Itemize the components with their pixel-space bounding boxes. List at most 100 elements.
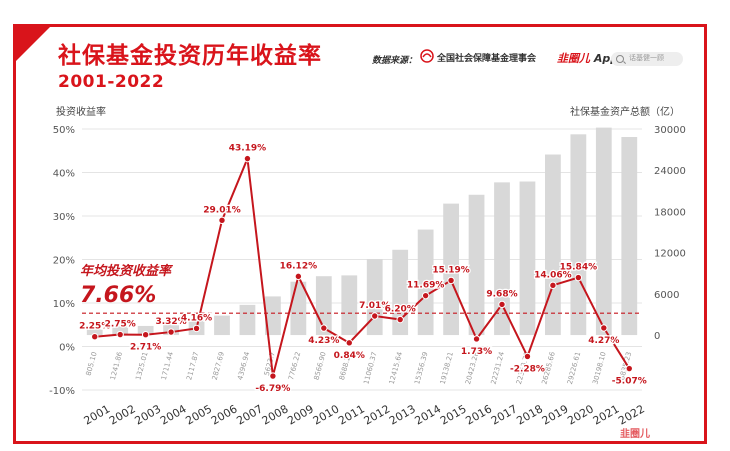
asset-bar <box>494 182 510 336</box>
asset-bar <box>595 127 612 336</box>
asset-value-label: 7766.22 <box>287 351 302 381</box>
return-point <box>421 291 430 300</box>
return-value-label: 2.25% <box>79 322 110 332</box>
return-value-label: 29.01% <box>203 205 241 215</box>
asset-bar <box>86 329 103 336</box>
return-point <box>574 273 583 282</box>
return-value-label: -2.28% <box>510 364 545 374</box>
y-right-tick-label: 24000 <box>654 166 686 177</box>
return-point <box>396 315 404 324</box>
source-org-name: 全国社会保障基金理事会 <box>437 54 537 64</box>
return-point <box>192 324 201 333</box>
asset-bar <box>468 194 485 336</box>
y-right-tick-label: 30000 <box>654 125 686 136</box>
asset-bar <box>366 259 383 336</box>
asset-value-label: 15356.39 <box>413 351 429 385</box>
y-left-axis-title: 投资收益率 <box>56 105 106 118</box>
asset-value-label: 30198.10 <box>591 351 607 385</box>
asset-value-label: 19138.21 <box>439 351 455 385</box>
asset-bar <box>265 296 281 336</box>
y-left-tick-label: 50% <box>53 125 75 136</box>
return-point <box>447 276 455 285</box>
asset-bar <box>443 203 459 336</box>
y-left-tick-label: 0% <box>59 343 75 354</box>
asset-value-label: 4396.94 <box>236 350 251 381</box>
chart-frame <box>13 24 707 444</box>
asset-bar <box>112 326 129 336</box>
y-left-tick-label: 20% <box>53 256 75 267</box>
asset-bar <box>545 154 561 336</box>
return-value-label: 9.68% <box>486 289 517 299</box>
y-right-tick-label: 18000 <box>654 207 686 218</box>
social-security-logo-icon <box>420 49 434 63</box>
corner-accent <box>16 27 50 61</box>
return-point <box>523 352 532 361</box>
asset-bar <box>570 134 587 336</box>
asset-bar <box>239 304 256 336</box>
return-point <box>116 330 124 339</box>
search-placeholder: 话基健一顾 <box>629 54 664 62</box>
return-point <box>498 300 506 309</box>
return-point <box>549 281 557 290</box>
asset-value-label: 1325.01 <box>134 351 149 381</box>
return-value-label: 14.06% <box>534 270 572 280</box>
return-value-label: 43.19% <box>229 144 267 154</box>
return-point <box>243 154 252 163</box>
return-point <box>371 312 379 320</box>
asset-bar <box>519 181 536 336</box>
y-left-tick-label: 30% <box>53 212 75 223</box>
y-left-tick-label: 10% <box>53 299 75 310</box>
average-return-value: 7.66% <box>80 283 156 308</box>
return-value-label: 4.16% <box>181 313 212 323</box>
return-point <box>269 372 277 380</box>
y-left-tick-label: -10% <box>49 386 75 397</box>
app-logo-text: 韭圈儿 <box>557 52 590 65</box>
asset-bar <box>137 325 154 336</box>
return-line <box>94 154 631 377</box>
watermark: 韭圈儿 <box>620 429 650 440</box>
source-label: 数据来源： <box>372 56 418 66</box>
asset-value-label: 2827.69 <box>211 351 226 381</box>
return-point <box>345 339 353 347</box>
return-point <box>320 324 328 332</box>
return-value-label: -6.79% <box>255 384 290 394</box>
return-value-label: 15.84% <box>560 263 598 273</box>
return-point <box>600 324 608 332</box>
return-point <box>141 331 150 339</box>
return-point <box>91 333 99 341</box>
asset-value-label: 805.10 <box>85 351 99 377</box>
return-value-label: 6.20% <box>385 305 416 315</box>
asset-value-label: 29226.61 <box>566 351 582 385</box>
return-value-label: 11.69% <box>407 281 445 291</box>
return-value-label: 4.27% <box>588 336 619 346</box>
return-point <box>472 335 481 343</box>
y-right-tick-label: 12000 <box>654 249 686 260</box>
y-right-tick-label: 6000 <box>654 290 679 301</box>
return-value-label: -5.07% <box>612 377 647 387</box>
return-value-label: 2.75% <box>105 320 136 330</box>
return-value-label: 7.01% <box>359 301 390 311</box>
search-icon <box>616 55 624 63</box>
asset-value-label: 1241.86 <box>109 350 124 381</box>
asset-value-label: 12415.64 <box>388 350 405 385</box>
return-value-label: 15.19% <box>432 265 470 275</box>
return-point <box>218 216 226 225</box>
y-right-axis-title: 社保基金资产总额（亿） <box>570 105 680 118</box>
asset-bar <box>417 229 434 336</box>
return-value-label: 0.84% <box>334 351 365 361</box>
return-point <box>625 364 633 373</box>
page-title: 社保基金投资历年收益率 <box>58 43 322 69</box>
return-value-label: 3.32% <box>155 317 186 327</box>
return-point <box>167 328 175 336</box>
x-tick-label: 2022 <box>616 402 647 427</box>
asset-value-label: 2117.87 <box>185 351 200 381</box>
return-value-label: 2.71% <box>130 343 161 353</box>
asset-value-label: 1711.44 <box>160 350 175 381</box>
average-return-title: 年均投资收益率 <box>80 263 174 279</box>
asset-bar <box>341 275 358 336</box>
y-left-tick-label: 40% <box>53 169 75 180</box>
page-subtitle: 2001-2022 <box>58 72 165 92</box>
search-box[interactable]: 话基健一顾 <box>611 52 683 66</box>
return-value-label: 16.12% <box>280 261 318 271</box>
